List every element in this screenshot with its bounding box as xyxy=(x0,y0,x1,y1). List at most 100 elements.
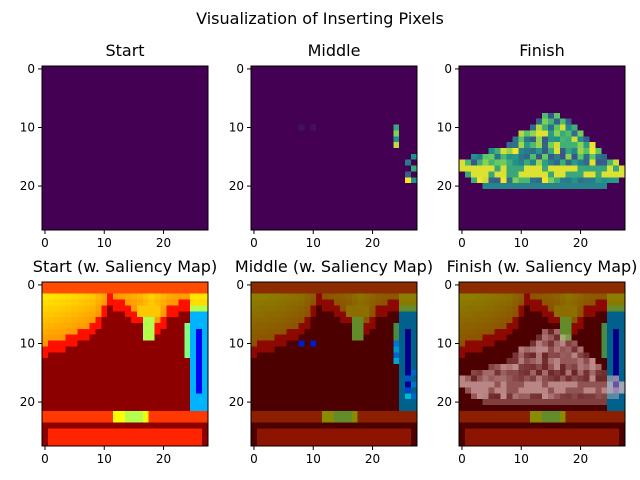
heatmap-cell xyxy=(65,352,73,359)
heatmap-cell xyxy=(565,66,573,73)
heatmap-cell xyxy=(518,293,525,300)
heatmap-cell xyxy=(184,124,191,131)
heatmap-cell xyxy=(89,165,96,172)
heatmap-cell xyxy=(286,148,293,155)
heatmap-cell xyxy=(512,183,519,190)
heatmap-cell xyxy=(89,183,96,190)
heatmap-cell xyxy=(619,317,626,324)
heatmap-cell xyxy=(119,194,126,202)
heatmap-cell xyxy=(357,346,365,353)
heatmap-cell xyxy=(595,440,602,447)
heatmap-cell xyxy=(119,352,126,359)
heatmap-cell xyxy=(136,89,144,96)
heatmap-cell xyxy=(172,206,179,213)
heatmap-cell xyxy=(65,130,73,137)
heatmap-cell xyxy=(536,189,543,196)
heatmap-cell xyxy=(607,346,614,353)
heatmap-cell xyxy=(53,428,61,435)
heatmap-cell xyxy=(411,200,418,207)
heatmap-cell xyxy=(196,405,203,412)
heatmap-cell xyxy=(251,299,258,306)
heatmap-cell xyxy=(565,165,573,172)
heatmap-cell xyxy=(184,142,191,149)
heatmap-cell xyxy=(607,416,614,423)
heatmap-cell xyxy=(190,112,197,120)
heatmap-cell xyxy=(583,293,590,300)
heatmap-cell xyxy=(399,375,406,382)
heatmap-cell xyxy=(381,440,388,447)
heatmap-cell xyxy=(500,71,507,79)
heatmap-cell xyxy=(274,153,282,161)
heatmap-cell xyxy=(310,358,317,365)
heatmap-cell xyxy=(160,112,167,120)
heatmap-cell xyxy=(459,434,466,441)
heatmap-cell xyxy=(256,130,264,137)
heatmap-cell xyxy=(256,410,264,418)
heatmap-cell xyxy=(89,66,96,73)
heatmap-cell xyxy=(375,405,382,412)
heatmap-cell xyxy=(393,212,400,219)
heatmap-cell xyxy=(583,130,590,137)
heatmap-cell xyxy=(136,71,144,79)
heatmap-cell xyxy=(83,153,90,161)
heatmap-cell xyxy=(286,107,293,114)
heatmap-cell xyxy=(77,194,84,202)
heatmap-cell xyxy=(399,328,406,336)
heatmap-cell xyxy=(375,118,382,125)
heatmap-cell xyxy=(119,305,126,312)
heatmap-cell xyxy=(536,165,543,172)
heatmap-cell xyxy=(405,66,412,73)
heatmap-cell xyxy=(286,112,293,120)
heatmap-cell xyxy=(310,77,317,84)
heatmap-cell xyxy=(518,148,525,155)
heatmap-cell xyxy=(316,293,323,300)
heatmap-cell xyxy=(142,405,150,412)
heatmap-cell xyxy=(322,142,329,149)
heatmap-cell xyxy=(405,177,412,184)
heatmap-cell xyxy=(196,95,203,102)
heatmap-cell xyxy=(381,200,388,207)
heatmap-cell xyxy=(42,434,49,441)
heatmap-cell xyxy=(298,89,305,96)
heatmap-cell xyxy=(136,375,144,382)
heatmap-cell xyxy=(565,189,573,196)
heatmap-cell xyxy=(154,212,161,219)
heatmap-cell xyxy=(536,328,543,336)
heatmap-cell xyxy=(71,364,78,371)
heatmap-cell xyxy=(411,422,418,429)
heatmap-cell xyxy=(178,317,185,324)
heatmap-cell xyxy=(292,124,299,131)
heatmap-cell xyxy=(559,305,567,312)
heatmap-cell xyxy=(494,171,501,178)
heatmap-cell xyxy=(292,200,299,207)
heatmap-cell xyxy=(375,189,382,196)
heatmap-cell xyxy=(470,317,478,324)
heatmap-cell xyxy=(77,177,84,184)
heatmap-cell xyxy=(506,171,513,178)
heatmap-cell xyxy=(251,399,258,406)
heatmap-cell xyxy=(411,323,418,330)
heatmap-cell xyxy=(494,299,501,306)
heatmap-cell xyxy=(184,218,191,225)
heatmap-cell xyxy=(512,66,519,73)
heatmap-cell xyxy=(577,317,584,324)
heatmap-cell xyxy=(280,218,287,225)
heatmap-cell xyxy=(357,410,365,418)
heatmap-cell xyxy=(280,364,287,371)
heatmap-cell xyxy=(251,159,258,166)
heatmap-cell xyxy=(202,317,209,324)
heatmap-cell xyxy=(166,399,173,406)
heatmap-cell xyxy=(292,66,299,73)
heatmap-cell xyxy=(369,89,376,96)
heatmap-cell xyxy=(310,118,317,125)
heatmap-cell xyxy=(357,328,365,336)
heatmap-cell xyxy=(369,66,376,73)
heatmap-cell xyxy=(470,212,478,219)
heatmap-cell xyxy=(184,89,191,96)
heatmap-cell xyxy=(506,136,513,143)
heatmap-cell xyxy=(59,381,67,388)
heatmap-cell xyxy=(601,171,608,178)
heatmap-cell xyxy=(304,101,311,108)
heatmap-cell xyxy=(95,177,102,184)
heatmap-cell xyxy=(83,136,90,143)
